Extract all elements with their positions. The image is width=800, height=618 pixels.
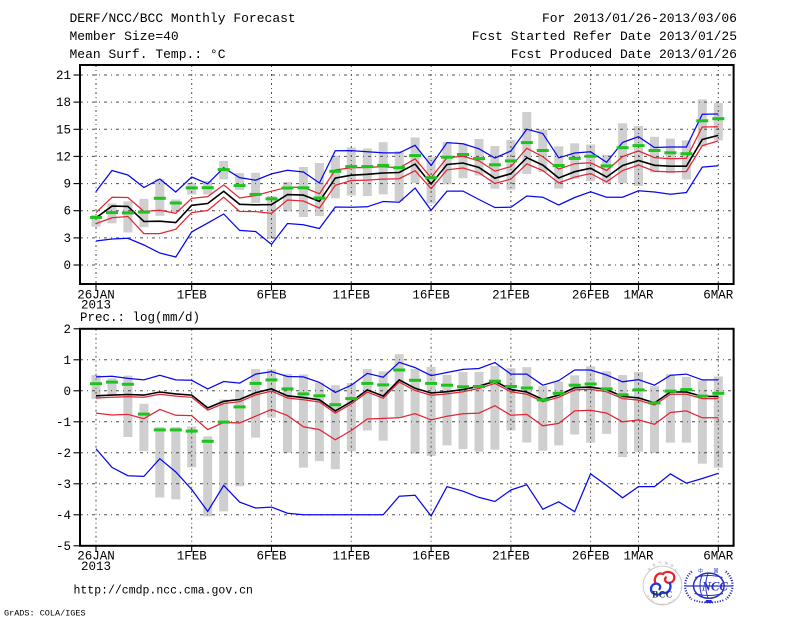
- svg-text:11FEB: 11FEB: [333, 550, 371, 564]
- svg-text:0: 0: [63, 259, 71, 273]
- svg-text:6MAR: 6MAR: [703, 550, 734, 564]
- svg-text:Member Size=40: Member Size=40: [70, 29, 179, 44]
- svg-text:NCC: NCC: [701, 580, 728, 594]
- svg-text:中: 中: [698, 568, 703, 575]
- svg-text:Mean Surf. Temp.: °C: Mean Surf. Temp.: °C: [70, 47, 226, 62]
- svg-text:2013: 2013: [81, 299, 111, 313]
- svg-text:1FEB: 1FEB: [177, 289, 208, 303]
- svg-text:-1: -1: [56, 416, 71, 430]
- svg-text:-2: -2: [56, 447, 71, 461]
- svg-text:26FEB: 26FEB: [572, 289, 610, 303]
- svg-text:Fcst Started Refer Date 2013/0: Fcst Started Refer Date 2013/01/25: [472, 29, 737, 44]
- svg-text:26FEB: 26FEB: [572, 550, 610, 564]
- svg-text:-4: -4: [56, 509, 71, 523]
- svg-text:6FEB: 6FEB: [256, 550, 287, 564]
- svg-text:21FEB: 21FEB: [492, 289, 530, 303]
- svg-text:21: 21: [56, 69, 71, 83]
- svg-text:21FEB: 21FEB: [492, 550, 530, 564]
- svg-text:6MAR: 6MAR: [703, 289, 734, 303]
- svg-text:18: 18: [56, 96, 71, 110]
- svg-text:16FEB: 16FEB: [412, 550, 450, 564]
- svg-text:For 2013/01/26-2013/03/06: For 2013/01/26-2013/03/06: [542, 11, 737, 26]
- svg-text:Prec.: log(mm/d): Prec.: log(mm/d): [80, 311, 200, 325]
- svg-text:BCC: BCC: [652, 590, 673, 600]
- svg-text:11FEB: 11FEB: [333, 289, 371, 303]
- svg-text:1MAR: 1MAR: [623, 550, 654, 564]
- svg-text:1FEB: 1FEB: [177, 550, 208, 564]
- svg-text:DERF/NCC/BCC Monthly Forecast: DERF/NCC/BCC Monthly Forecast: [70, 11, 296, 26]
- svg-text:2013: 2013: [81, 560, 111, 574]
- svg-text:26JAN: 26JAN: [77, 289, 115, 303]
- svg-text:15: 15: [56, 123, 71, 137]
- svg-text:http://cmdp.ncc.cma.gov.cn: http://cmdp.ncc.cma.gov.cn: [74, 585, 253, 598]
- svg-text:0: 0: [63, 385, 71, 399]
- svg-text:国: 国: [714, 569, 719, 575]
- svg-text:6FEB: 6FEB: [256, 289, 287, 303]
- svg-text:3: 3: [63, 232, 71, 246]
- svg-text:Fcst Produced Date 2013/01/26: Fcst Produced Date 2013/01/26: [511, 47, 737, 62]
- svg-text:2: 2: [63, 323, 71, 337]
- svg-text:6: 6: [63, 205, 71, 219]
- svg-text:1MAR: 1MAR: [623, 289, 654, 303]
- svg-text:1: 1: [63, 354, 71, 368]
- svg-text:-5: -5: [56, 540, 71, 554]
- svg-text:16FEB: 16FEB: [412, 289, 450, 303]
- svg-text:12: 12: [56, 150, 71, 164]
- svg-text:9: 9: [63, 178, 71, 192]
- svg-text:GrADS: COLA/IGES: GrADS: COLA/IGES: [4, 609, 86, 618]
- svg-text:-3: -3: [56, 478, 71, 492]
- svg-text:26JAN: 26JAN: [77, 550, 115, 564]
